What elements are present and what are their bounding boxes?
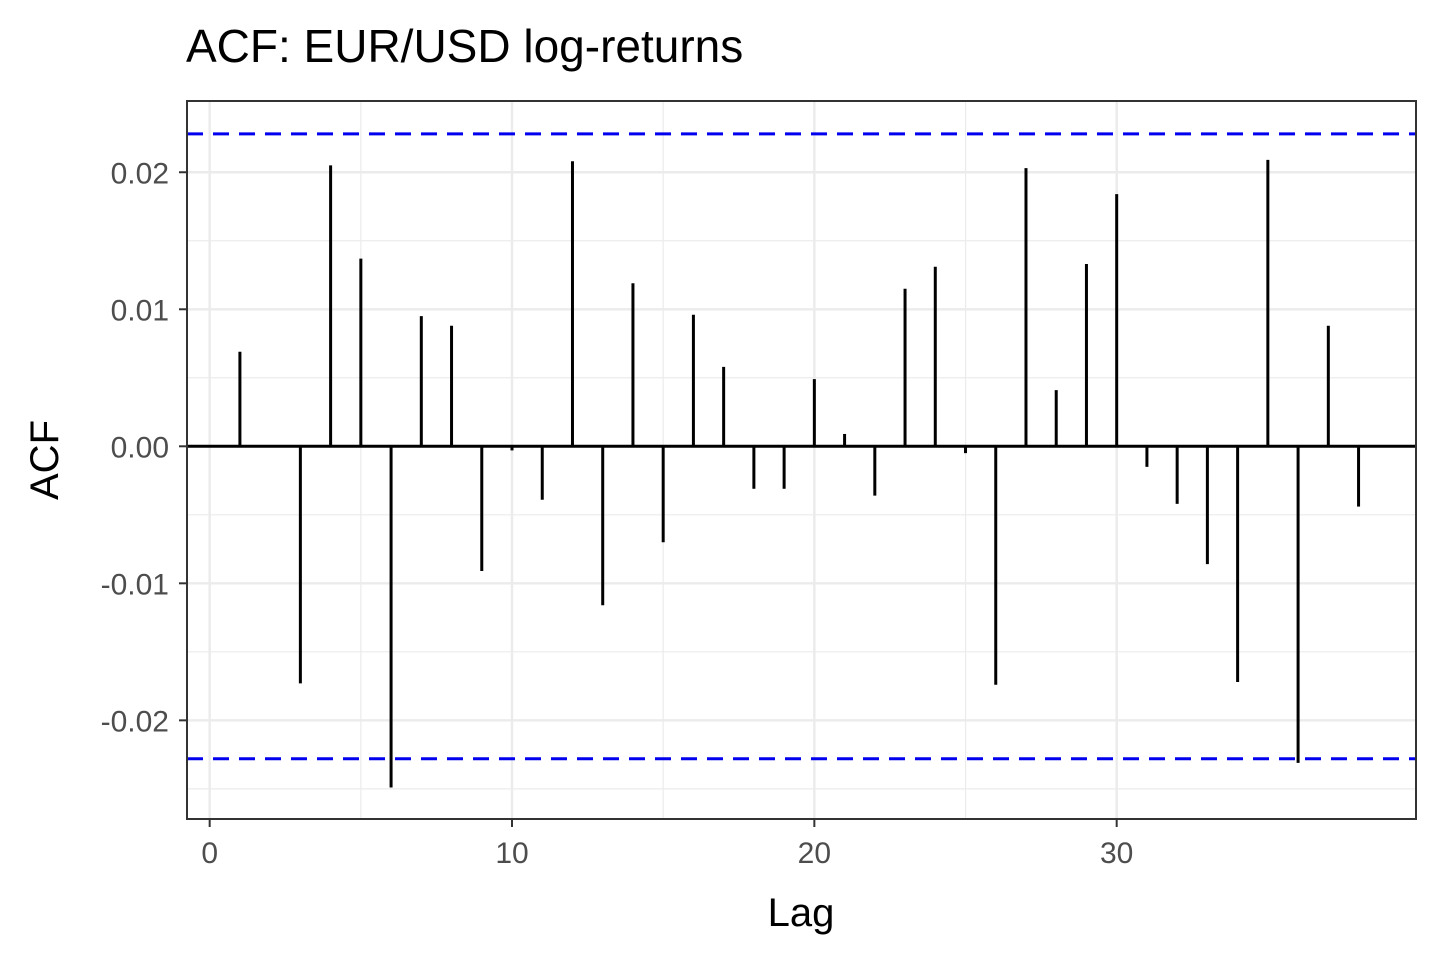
x-tick-label: 20 [798, 837, 831, 870]
axes: -0.02 -0.01 0.00 0.01 0.02 0 10 20 30 [101, 157, 1134, 870]
y-tick-label: 0.02 [111, 157, 169, 190]
y-tick-label: -0.02 [101, 705, 169, 738]
panel-border [186, 100, 1417, 820]
y-axis-title: ACF [23, 420, 67, 500]
y-tick-label: 0.00 [111, 431, 169, 464]
acf-bars [187, 159, 1416, 788]
x-axis-title: Lag [768, 891, 835, 935]
x-tick-label: 10 [495, 837, 528, 870]
y-tick-label: 0.01 [111, 294, 169, 327]
chart-title: ACF: EUR/USD log-returns [186, 20, 743, 72]
grid-layer [187, 101, 1416, 819]
x-tick-label: 0 [201, 837, 218, 870]
y-tick-label: -0.01 [101, 568, 169, 601]
x-tick-label: 30 [1100, 837, 1133, 870]
confidence-bounds [187, 132, 1416, 761]
